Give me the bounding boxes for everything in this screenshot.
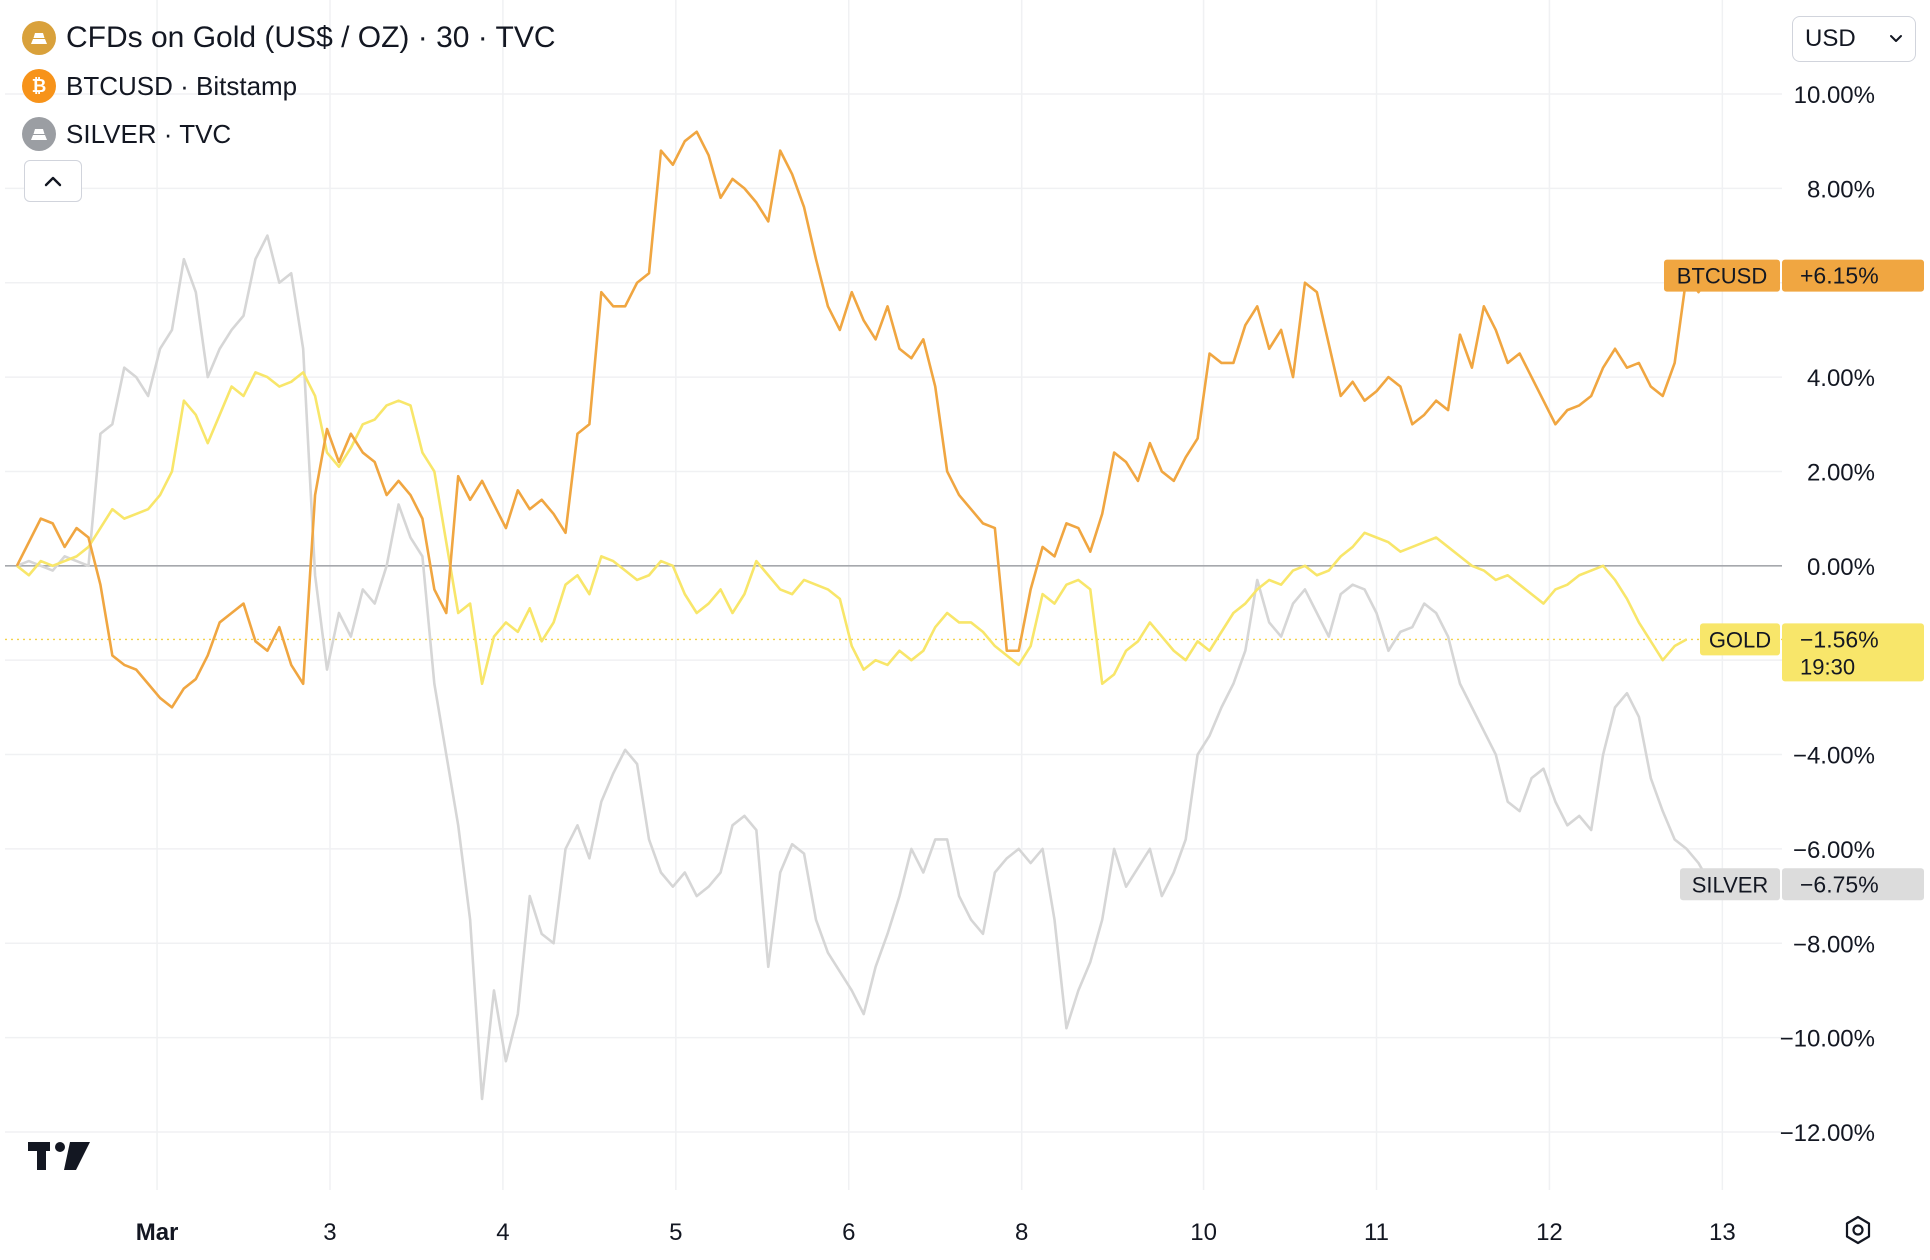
series-line-btcusd — [15, 130, 1712, 709]
y-tick-label: −8.00% — [1793, 931, 1875, 958]
x-tick-label: 4 — [496, 1219, 509, 1246]
series-name-tag-gold — [1700, 623, 1780, 656]
series-value-label: −6.75% — [1800, 871, 1879, 897]
chevron-down-icon — [1890, 35, 1902, 42]
y-tick-label: 10.00% — [1794, 82, 1875, 109]
series-value-tag-silver — [1782, 868, 1924, 901]
x-tick-label: 3 — [323, 1219, 336, 1246]
tradingview-logo[interactable] — [28, 1140, 90, 1177]
x-tick-label: Mar — [136, 1219, 179, 1246]
collapse-legend-button[interactable] — [24, 160, 82, 202]
y-tick-label: −6.00% — [1793, 837, 1875, 864]
series-value-tag-gold — [1782, 623, 1924, 682]
legend-label-silver: SILVER · TVC — [66, 118, 232, 149]
series-name-label: SILVER — [1692, 872, 1769, 897]
series-name-tag-btcusd — [1664, 259, 1780, 292]
x-tick-label: 12 — [1536, 1219, 1563, 1246]
x-tick-label: 10 — [1190, 1219, 1217, 1246]
chart-settings-button[interactable] — [1838, 1210, 1878, 1250]
series-value-label: −1.56% — [1800, 626, 1879, 652]
y-tick-label: 4.00% — [1807, 365, 1875, 392]
currency-select[interactable]: USD — [1792, 16, 1916, 62]
series-line-gold — [16, 371, 1688, 686]
series-line-silver — [16, 234, 1712, 1101]
y-tick-label: −12.00% — [1780, 1120, 1875, 1147]
series-name-label: GOLD — [1709, 627, 1771, 652]
x-tick-label: 8 — [1015, 1219, 1028, 1246]
x-tick-label: 5 — [669, 1219, 682, 1246]
legend-item-silver[interactable]: SILVER · TVC — [22, 110, 556, 158]
legend-item-gold[interactable]: CFDs on Gold (US$ / OZ) · 30 · TVC — [22, 14, 556, 62]
x-tick-label: 13 — [1709, 1219, 1736, 1246]
legend: CFDs on Gold (US$ / OZ) · 30 · TVC ₿ BTC… — [22, 14, 556, 158]
y-tick-label: 0.00% — [1807, 554, 1875, 581]
series-value-tag-btcusd — [1782, 259, 1924, 292]
y-tick-label: −4.00% — [1793, 743, 1875, 770]
x-tick-label: 6 — [842, 1219, 855, 1246]
legend-item-btcusd[interactable]: ₿ BTCUSD · Bitstamp — [22, 62, 556, 110]
legend-label-btcusd: BTCUSD · Bitstamp — [66, 70, 298, 101]
y-tick-label: 2.00% — [1807, 459, 1875, 486]
legend-label-gold: CFDs on Gold (US$ / OZ) · 30 · TVC — [66, 21, 556, 54]
y-tick-label: −10.00% — [1780, 1026, 1875, 1053]
chevron-up-icon — [44, 176, 62, 187]
x-tick-label: 11 — [1364, 1219, 1389, 1246]
silver-bar-icon — [22, 117, 56, 151]
gear-icon — [1845, 1215, 1871, 1245]
currency-value: USD — [1805, 25, 1856, 52]
series-value-label: +6.15% — [1800, 263, 1879, 289]
countdown-label: 19:30 — [1800, 654, 1855, 679]
series-name-label: BTCUSD — [1677, 264, 1767, 289]
bitcoin-icon: ₿ — [22, 69, 56, 103]
y-tick-label: 8.00% — [1807, 176, 1875, 203]
gold-bar-icon — [22, 21, 56, 55]
series-name-tag-silver — [1680, 868, 1780, 901]
